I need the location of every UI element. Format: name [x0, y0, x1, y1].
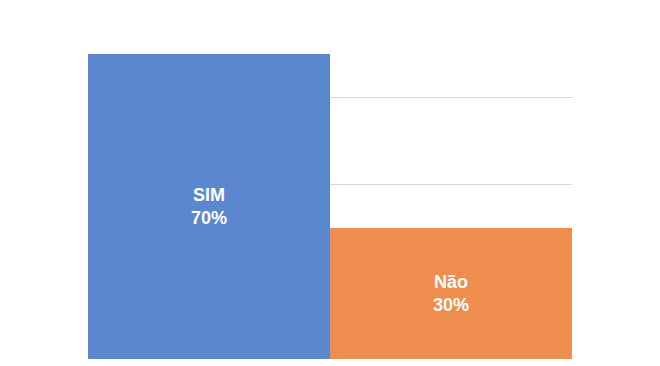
svg-text:Não30%: Não30%	[433, 272, 469, 315]
svg-text:SIM70%: SIM70%	[191, 185, 227, 228]
